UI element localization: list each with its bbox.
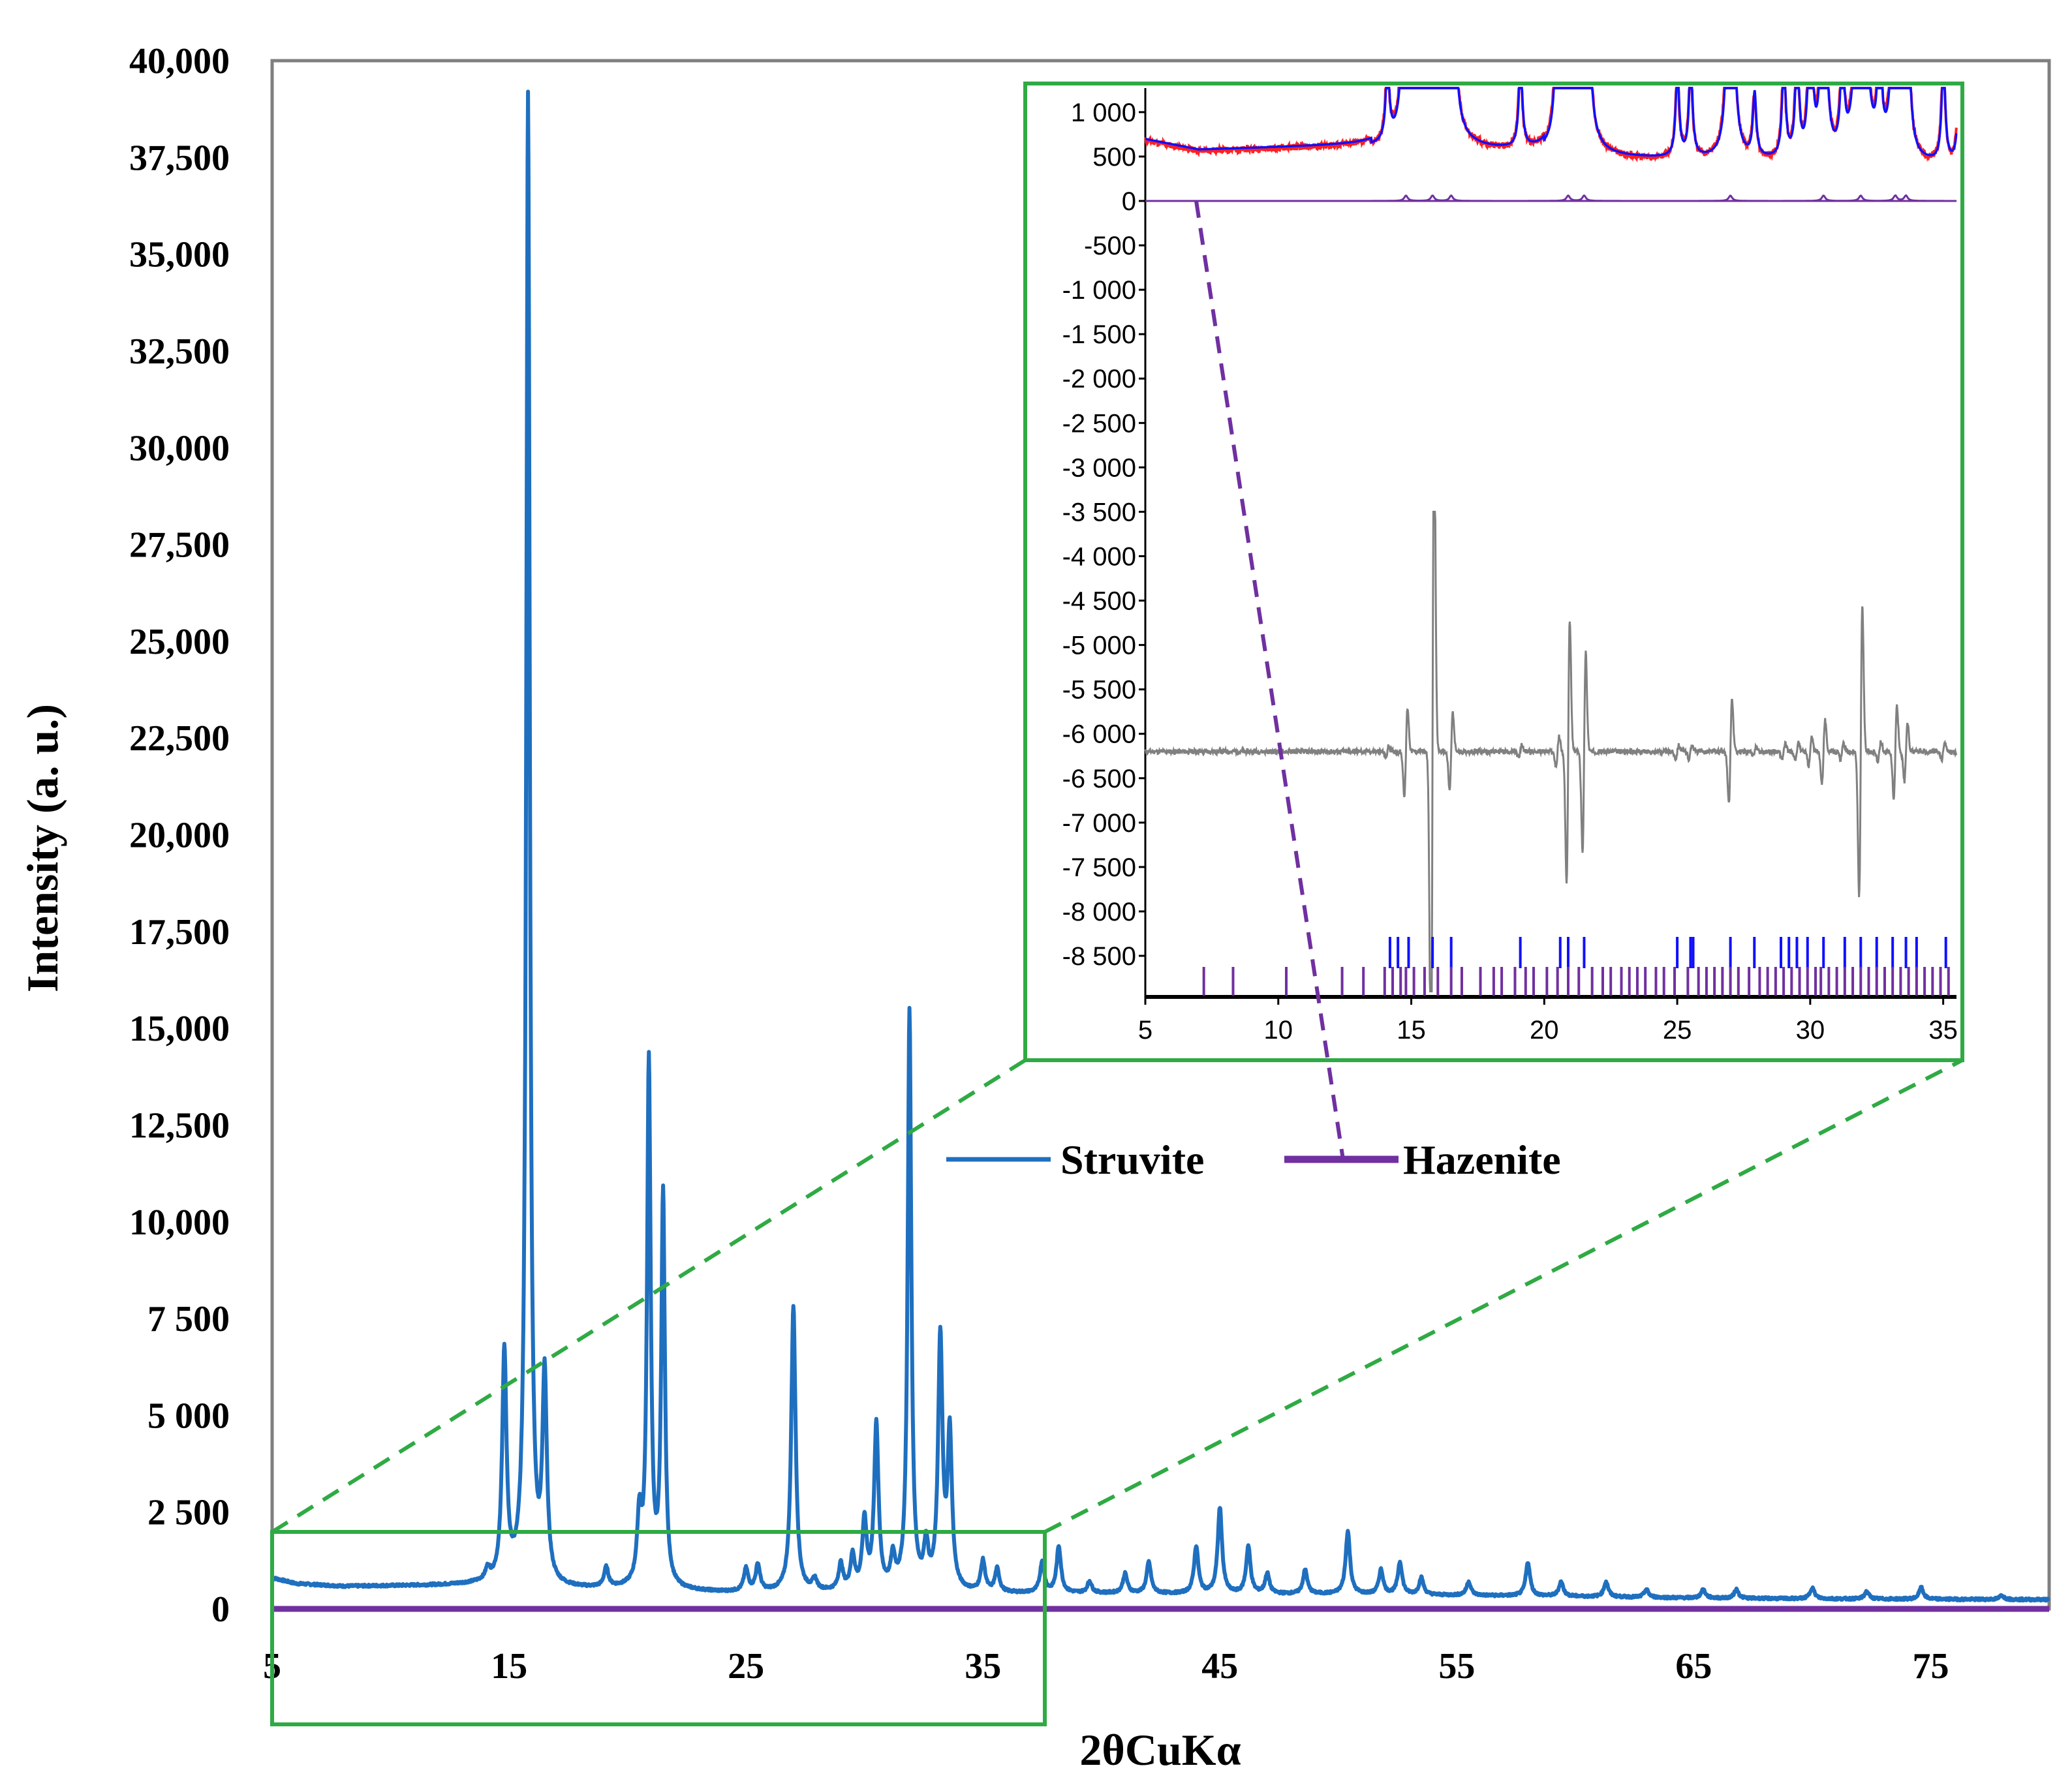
inset-y-tick-label: -2 500 (1062, 409, 1136, 438)
y-tick-label: 25,000 (129, 622, 230, 662)
inset-y-tick-label: -1 000 (1062, 276, 1136, 305)
y-tick-label: 22,500 (129, 718, 230, 759)
legend: Struvite Hazenite (946, 1137, 1561, 1183)
inset-y-tick-label: -3 500 (1062, 498, 1136, 527)
y-tick-label: 35,000 (129, 235, 230, 275)
y-tick-label: 32,500 (129, 331, 230, 372)
inset-x-tick-label: 15 (1397, 1016, 1426, 1045)
inset-y-tick-label: -3 000 (1062, 453, 1136, 482)
inset-y-tick-label: 0 (1122, 187, 1136, 216)
zoom-region-box (270, 1530, 1047, 1726)
inset-y-tick-label: 1 000 (1071, 99, 1136, 127)
y-axis-title: Intensity (a. u.) (18, 704, 67, 992)
inset-x-tick-label: 5 (1138, 1016, 1152, 1045)
main-y-axis: 0 2 500 5 000 7 500 10,000 12,500 15,000 17,500… (129, 41, 230, 1630)
inset-y-tick-label: -6 500 (1062, 765, 1136, 793)
y-tick-label: 5 000 (147, 1396, 230, 1436)
inset-x-tick-label: 35 (1928, 1016, 1958, 1045)
zoom-connector-right (1044, 1058, 1964, 1534)
y-tick-label: 0 (211, 1589, 230, 1630)
inset-x-axis: 5 10 15 20 25 30 35 (1138, 997, 1958, 1045)
y-tick-label: 40,000 (129, 41, 230, 82)
y-tick-label: 30,000 (129, 428, 230, 468)
x-tick-label: 35 (965, 1646, 1001, 1687)
inset-x-tick-label: 25 (1663, 1016, 1692, 1045)
x-tick-label: 55 (1438, 1646, 1475, 1687)
y-tick-label: 15,000 (129, 1009, 230, 1049)
y-tick-label: 27,500 (129, 525, 230, 566)
y-tick-label: 17,500 (129, 912, 230, 953)
x-tick-label: 65 (1675, 1646, 1712, 1687)
inset-y-tick-label: -1 500 (1062, 320, 1136, 349)
inset-y-tick-label: -7 500 (1062, 853, 1136, 882)
y-tick-label: 20,000 (129, 816, 230, 856)
x-tick-label: 15 (491, 1646, 527, 1687)
x-tick-label: 25 (728, 1646, 764, 1687)
inset-y-tick-label: -4 000 (1062, 542, 1136, 571)
x-tick-label: 75 (1912, 1646, 1949, 1687)
inset-chart: 1 000 500 0 -500 -1 000 -1 500 -2 000 -2 500 -3 … (1023, 82, 1964, 1062)
inset-calculated-curve (1145, 87, 1958, 157)
legend-struvite-label: Struvite (1060, 1137, 1204, 1183)
y-tick-label: 7 500 (147, 1299, 230, 1339)
struvite-series-line (270, 89, 2050, 1603)
inset-x-tick-label: 20 (1530, 1016, 1559, 1045)
inset-y-tick-label: -500 (1084, 232, 1136, 260)
inset-y-tick-label: -5 000 (1062, 632, 1136, 660)
x-tick-label: 45 (1201, 1646, 1238, 1687)
inset-x-tick-label: 10 (1264, 1016, 1293, 1045)
inset-y-tick-label: -8 500 (1062, 942, 1136, 971)
inset-y-tick-label: -7 000 (1062, 809, 1136, 838)
inset-y-tick-label: 500 (1092, 143, 1136, 172)
inset-hazenite-calc-curve (1145, 194, 1956, 202)
inset-y-tick-label: -8 000 (1062, 898, 1136, 926)
main-x-axis: 5 15 25 35 45 55 65 75 (263, 1646, 1949, 1687)
legend-hazenite-label: Hazenite (1403, 1137, 1561, 1183)
y-tick-label: 37,500 (129, 138, 230, 178)
hazenite-pointer (1194, 200, 1345, 1160)
inset-y-axis: 1 000 500 0 -500 -1 000 -1 500 -2 000 -2 500 -3 … (1062, 99, 1145, 971)
y-tick-label: 10,000 (129, 1202, 230, 1243)
inset-y-tick-label: -5 500 (1062, 676, 1136, 705)
inset-y-tick-label: -6 000 (1062, 720, 1136, 749)
inset-frame (1023, 82, 1964, 1062)
inset-y-tick-label: -2 000 (1062, 365, 1136, 393)
inset-y-tick-label: -4 500 (1062, 587, 1136, 616)
y-tick-label: 2 500 (147, 1493, 230, 1533)
inset-reflection-markers (1202, 937, 1950, 996)
inset-x-tick-label: 30 (1796, 1016, 1825, 1045)
y-tick-label: 12,500 (129, 1105, 230, 1146)
x-axis-title: 2θCuKα (1079, 1725, 1241, 1775)
